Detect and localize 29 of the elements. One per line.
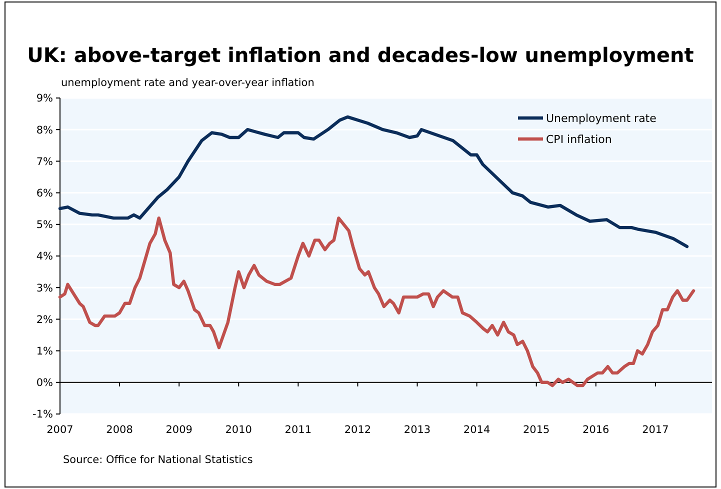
y-tick-label: -1% — [32, 408, 54, 421]
y-tick-label: 0% — [36, 377, 54, 390]
x-tick-label: 2016 — [582, 424, 610, 436]
chart-subtitle: unemployment rate and year-over-year inflation — [61, 77, 314, 89]
y-tick-label: 6% — [36, 187, 54, 200]
y-tick-label: 1% — [36, 345, 54, 358]
x-tick-label: 2014 — [463, 424, 490, 436]
x-tick-label: 2012 — [344, 424, 372, 436]
x-tick-label: 2015 — [522, 424, 550, 436]
y-tick-label: 2% — [36, 314, 54, 326]
legend-label: CPI inflation — [546, 132, 612, 146]
x-tick-label: 2017 — [642, 424, 669, 436]
x-tick-label: 2009 — [166, 424, 192, 436]
x-tick-label: 2011 — [284, 424, 312, 436]
y-tick-label: 4% — [36, 250, 54, 263]
y-tick-label: 7% — [36, 156, 54, 168]
y-tick-label: 3% — [36, 282, 54, 294]
x-tick-label: 2010 — [225, 424, 252, 436]
line-series — [58, 216, 696, 388]
x-tick-label: 2008 — [106, 424, 133, 436]
x-tick-label: 2013 — [404, 424, 431, 436]
x-tick-label: 2007 — [46, 424, 74, 436]
y-tick-label: 9% — [36, 92, 54, 105]
y-tick-label: 8% — [36, 124, 54, 136]
legend-label: Unemployment rate — [546, 112, 657, 125]
line-series — [58, 115, 689, 248]
y-tick-label: 5% — [36, 219, 54, 232]
source-note: Source: Office for National Statistics — [63, 454, 253, 466]
chart-title: UK: above-target inflation and decades-low unemployment — [27, 43, 694, 67]
